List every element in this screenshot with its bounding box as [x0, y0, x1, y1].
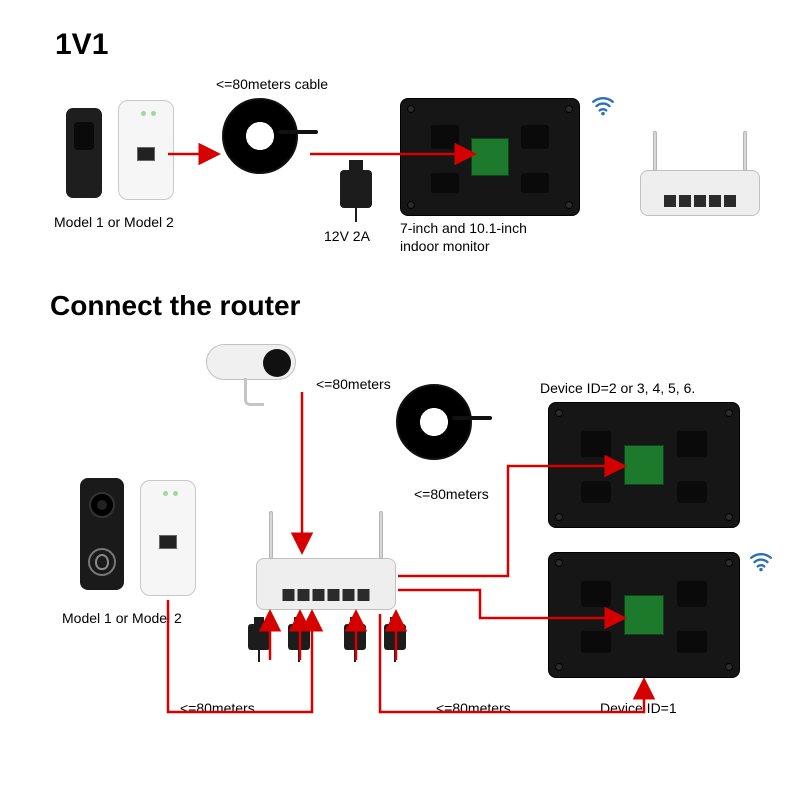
distance-label-bottom2: <=80meters: [436, 700, 511, 718]
device-id-bottom: Device ID=1: [600, 700, 677, 718]
cable-label-1: <=80meters cable: [216, 76, 328, 94]
adapter-label-1: 12V 2A: [324, 228, 370, 246]
wifi-icon: [590, 92, 616, 118]
distance-label-cam: <=80meters: [316, 376, 391, 394]
doorbell-model2-b: [140, 480, 196, 596]
monitor-label-line1: 7-inch and 10.1-inch: [400, 220, 527, 236]
adapter-b: [288, 624, 310, 650]
indoor-monitor-2: [548, 402, 740, 528]
adapter-a: [248, 624, 270, 650]
model-label-1: Model 1 or Model 2: [54, 214, 174, 232]
adapter-c: [344, 624, 366, 650]
distance-label-bottom1: <=80meters: [180, 700, 255, 718]
ip-camera: [206, 344, 296, 380]
model-label-2: Model 1 or Model 2: [62, 610, 182, 628]
doorbell-model1-b: [80, 478, 124, 590]
power-adapter-1: [340, 170, 372, 208]
doorbell-model2: [118, 100, 174, 200]
monitor-label-1: 7-inch and 10.1-inch indoor monitor: [400, 220, 527, 255]
indoor-monitor-1: [400, 98, 580, 216]
cable-coil-1: [222, 98, 298, 174]
monitor-label-line2: indoor monitor: [400, 238, 490, 254]
wifi-icon-2: [748, 548, 774, 574]
router-2: [256, 558, 396, 610]
router-1: [640, 170, 760, 216]
doorbell-model1: [66, 108, 102, 198]
section2-title: Connect the router: [50, 290, 300, 322]
camera-mount: [244, 378, 264, 406]
device-id-top: Device ID=2 or 3, 4, 5, 6.: [540, 380, 695, 398]
distance-label-mid: <=80meters: [414, 486, 489, 504]
adapter-d: [384, 624, 406, 650]
cable-coil-2: [396, 384, 472, 460]
section1-title: 1V1: [55, 28, 108, 62]
indoor-monitor-3: [548, 552, 740, 678]
